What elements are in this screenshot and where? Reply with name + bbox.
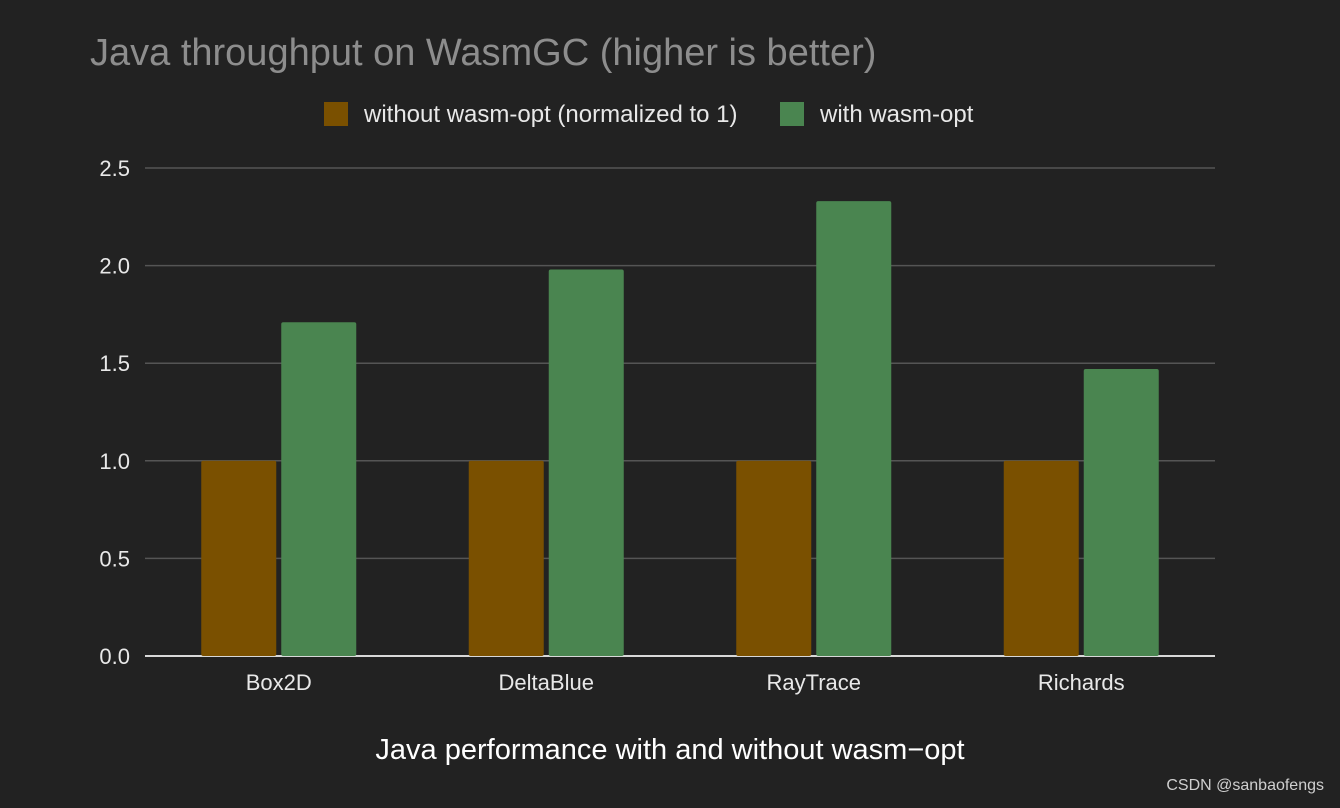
y-tick-label: 1.5	[99, 351, 130, 376]
watermark: CSDN @sanbaofengs	[1166, 777, 1324, 794]
bar-deltablue-series-0	[468, 460, 544, 656]
chart-title: Java throughput on WasmGC (higher is bet…	[90, 32, 876, 74]
y-tick-label: 1.0	[99, 449, 130, 474]
x-axis-category-labels: Box2D DeltaBlue RayTrace Richards	[246, 670, 1125, 695]
x-category-label: RayTrace	[766, 670, 861, 695]
bar-box2d-series-0	[201, 460, 277, 656]
x-category-label: Richards	[1038, 670, 1125, 695]
y-tick-label: 0.0	[99, 644, 130, 669]
bar-richards-series-0	[1003, 460, 1079, 656]
legend: without wasm-opt (normalized to 1) with …	[324, 101, 974, 128]
legend-label-without-wasm-opt: without wasm-opt (normalized to 1)	[363, 101, 737, 128]
bar-raytrace-series-0	[736, 460, 812, 656]
x-category-label: DeltaBlue	[499, 670, 594, 695]
bars	[201, 201, 1159, 656]
x-category-label: Box2D	[246, 670, 312, 695]
bar-raytrace-series-1	[816, 201, 892, 656]
legend-swatch-with-wasm-opt	[780, 102, 804, 126]
y-tick-label: 0.5	[99, 546, 130, 571]
bar-box2d-series-1	[281, 322, 357, 656]
bar-chart: Java throughput on WasmGC (higher is bet…	[90, 32, 1215, 695]
legend-label-with-wasm-opt: with wasm-opt	[819, 101, 974, 128]
bar-deltablue-series-1	[548, 269, 624, 656]
y-axis-tick-labels: 0.0 0.5 1.0 1.5 2.0 2.5	[99, 156, 130, 669]
y-tick-label: 2.0	[99, 254, 130, 279]
y-tick-label: 2.5	[99, 156, 130, 181]
bar-richards-series-1	[1083, 369, 1159, 656]
chart-caption: Java performance with and without wasm−o…	[375, 734, 965, 766]
legend-swatch-without-wasm-opt	[324, 102, 348, 126]
